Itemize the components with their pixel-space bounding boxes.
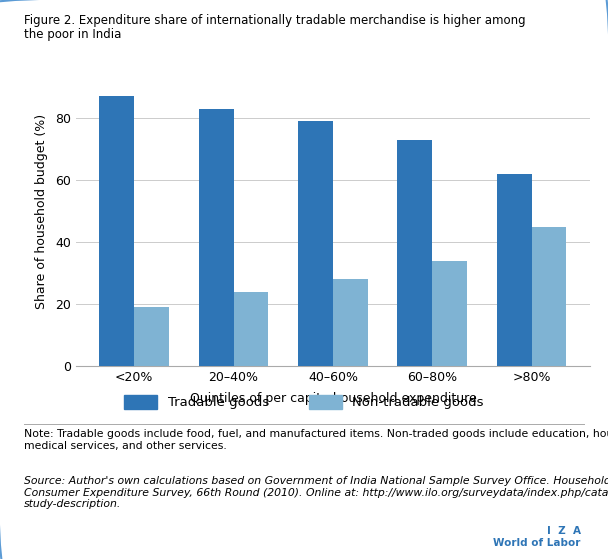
X-axis label: Quintiles of per capita household expenditure: Quintiles of per capita household expend… [190, 392, 476, 405]
Bar [134, 307, 169, 366]
Bar [432, 260, 467, 366]
Bar [497, 174, 531, 366]
Bar [233, 292, 268, 366]
Bar [199, 108, 233, 366]
Text: Figure 2. Expenditure share of internationally tradable merchandise is higher am: Figure 2. Expenditure share of internati… [24, 14, 526, 27]
Bar [531, 226, 567, 366]
Legend: Tradable goods, Non-tradable goods: Tradable goods, Non-tradable goods [124, 395, 484, 409]
Text: World of Labor: World of Labor [493, 538, 581, 548]
Text: the poor in India: the poor in India [24, 28, 122, 41]
Bar [99, 96, 134, 366]
Bar [398, 140, 432, 366]
Bar [298, 121, 333, 366]
Text: Note: Tradable goods include food, fuel, and manufactured items. Non-traded good: Note: Tradable goods include food, fuel,… [24, 429, 608, 451]
Bar [333, 280, 368, 366]
Text: Source: Author's own calculations based on Government of India National Sample S: Source: Author's own calculations based … [24, 476, 608, 509]
Y-axis label: Share of household budget (%): Share of household budget (%) [35, 113, 48, 309]
Text: I  Z  A: I Z A [547, 525, 581, 536]
